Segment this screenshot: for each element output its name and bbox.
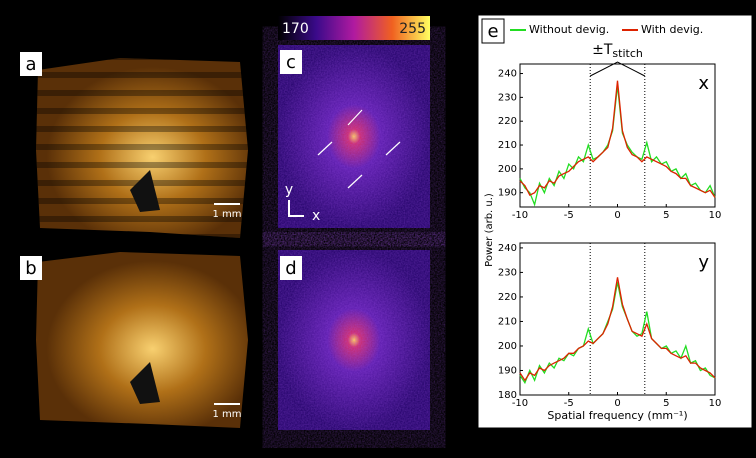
x-axis-label: Spatial frequency (mm⁻¹): [547, 409, 687, 422]
y-tick-label: 190: [498, 188, 517, 199]
colorbar-max: 255: [399, 21, 426, 37]
series-line: [519, 80, 716, 198]
colorbar: [278, 16, 430, 40]
stitch-bracket: [589, 61, 646, 77]
axis-y: y: [285, 182, 293, 198]
y-tick-label: 210: [498, 316, 517, 327]
y-tick-label: 240: [498, 69, 517, 80]
y-tick-label: 220: [498, 292, 517, 303]
axis-x: x: [312, 208, 320, 224]
scale-bar-label: 1 mm: [212, 209, 241, 220]
series-line: [519, 282, 716, 385]
y-tick-label: 210: [498, 140, 517, 151]
fft-noise: [278, 250, 430, 430]
axis-indicator: [288, 200, 304, 217]
panel-axis-label: x: [698, 73, 709, 94]
panel-label: c: [286, 52, 296, 73]
y-tick-label: 200: [498, 341, 517, 352]
panel-e: [477, 14, 753, 429]
y-tick-label: 240: [498, 243, 517, 254]
scale-bar-label: 1 mm: [212, 409, 241, 420]
fft-noise: [278, 45, 430, 228]
x-tick-label: 0: [614, 398, 620, 409]
x-tick-label: -5: [564, 398, 574, 409]
x-tick-label: -10: [512, 210, 528, 221]
x-tick-label: 10: [709, 210, 722, 221]
y-axis-label: Power (arb. u.): [484, 193, 495, 267]
panel-label: d: [285, 258, 296, 279]
y-tick-label: 230: [498, 92, 517, 103]
panel-axis-label: y: [698, 252, 709, 273]
stitch-annotation: ±Tstitch: [592, 42, 643, 60]
x-tick-label: 5: [663, 398, 669, 409]
legend-label: With devig.: [641, 23, 703, 36]
panel-label: b: [25, 258, 36, 279]
y-tick-label: 200: [498, 164, 517, 175]
y-tick-label: 190: [498, 365, 517, 376]
x-tick-label: 10: [709, 398, 722, 409]
y-tick-label: 220: [498, 116, 517, 127]
x-tick-label: 0: [614, 210, 620, 221]
annotation-sub: stitch: [612, 47, 642, 60]
colorbar-min: 170: [282, 21, 309, 37]
tissue-a: [36, 58, 248, 238]
panel-label: a: [25, 54, 36, 75]
label-box: [481, 18, 505, 44]
series-line: [519, 277, 716, 382]
legend-label: Without devig.: [529, 23, 609, 36]
label-boxes: [20, 50, 302, 280]
annotation-main: ±T: [592, 42, 613, 58]
arrows: [317, 109, 401, 189]
y-tick-label: 230: [498, 267, 517, 278]
x-tick-label: -10: [512, 398, 528, 409]
x-tick-label: -5: [564, 210, 574, 221]
panel-label: e: [487, 21, 498, 42]
tissue-b: [36, 252, 248, 428]
y-tick-label: 180: [498, 390, 517, 401]
x-tick-label: 5: [663, 210, 669, 221]
